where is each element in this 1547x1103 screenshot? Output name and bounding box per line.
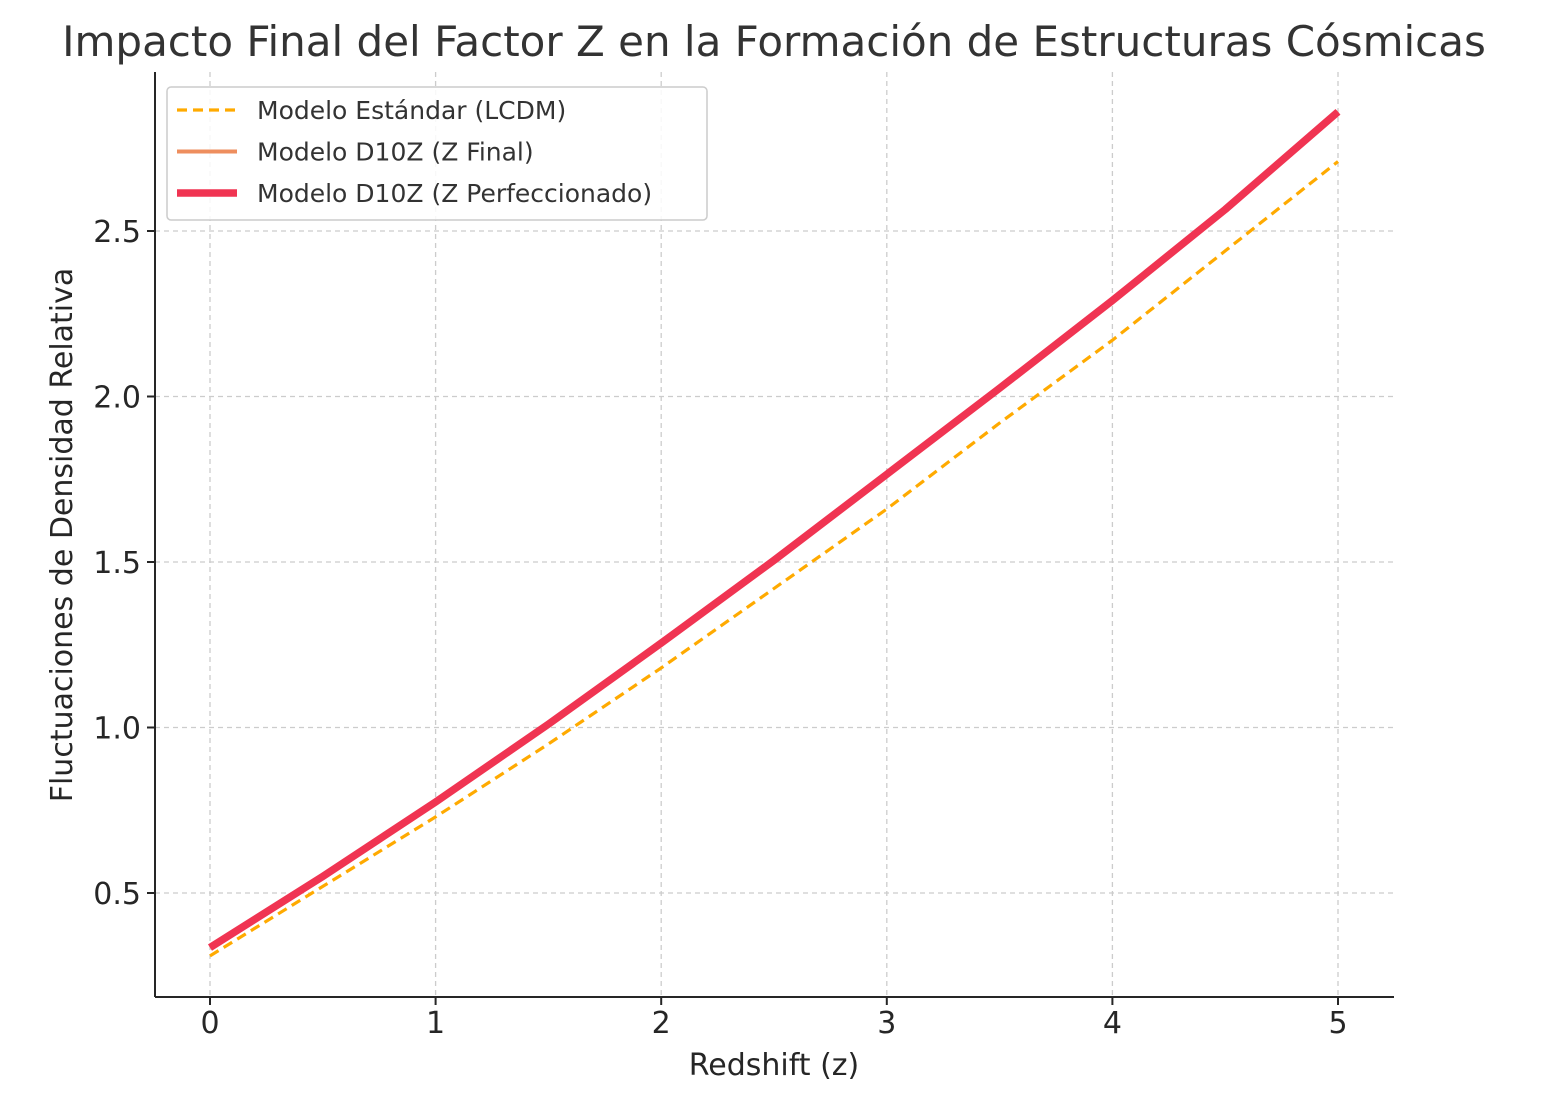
x-tick-label: 5 bbox=[1328, 1006, 1347, 1041]
y-axis-ticks: 0.5 1.0 1.5 2.0 2.5 bbox=[93, 215, 155, 912]
y-tick-label: 2.5 bbox=[93, 215, 141, 250]
x-axis-ticks: 0 1 2 3 4 5 bbox=[200, 997, 1348, 1041]
x-tick-label: 3 bbox=[877, 1006, 896, 1041]
legend-label-1: Modelo D10Z (Z Final) bbox=[257, 138, 534, 167]
x-tick-label: 4 bbox=[1103, 1006, 1122, 1041]
legend: Modelo Estándar (LCDM) Modelo D10Z (Z Fin… bbox=[166, 86, 708, 221]
legend-box bbox=[166, 86, 708, 221]
legend-label-2: Modelo D10Z (Z Perfeccionado) bbox=[257, 179, 652, 208]
x-tick-label: 2 bbox=[652, 1006, 671, 1041]
series-line-0 bbox=[209, 160, 1339, 958]
y-tick-label: 2.0 bbox=[93, 381, 141, 416]
series-line-1 bbox=[208, 110, 1340, 950]
plot-area bbox=[207, 108, 1341, 958]
legend-label-0: Modelo Estándar (LCDM) bbox=[257, 96, 566, 125]
grid-lines bbox=[155, 72, 1394, 997]
chart-title: Impacto Final del Factor Z en la Formaci… bbox=[62, 17, 1486, 66]
x-tick-label: 1 bbox=[426, 1006, 445, 1041]
x-tick-label: 0 bbox=[200, 1006, 219, 1041]
y-tick-label: 0.5 bbox=[93, 877, 141, 912]
series-line-2 bbox=[207, 108, 1341, 951]
y-tick-label: 1.0 bbox=[93, 712, 141, 747]
y-tick-label: 1.5 bbox=[93, 546, 141, 581]
x-axis-label: Redshift (z) bbox=[689, 1048, 859, 1083]
y-axis-label: Fluctuaciones de Densidad Relativa bbox=[45, 268, 80, 803]
